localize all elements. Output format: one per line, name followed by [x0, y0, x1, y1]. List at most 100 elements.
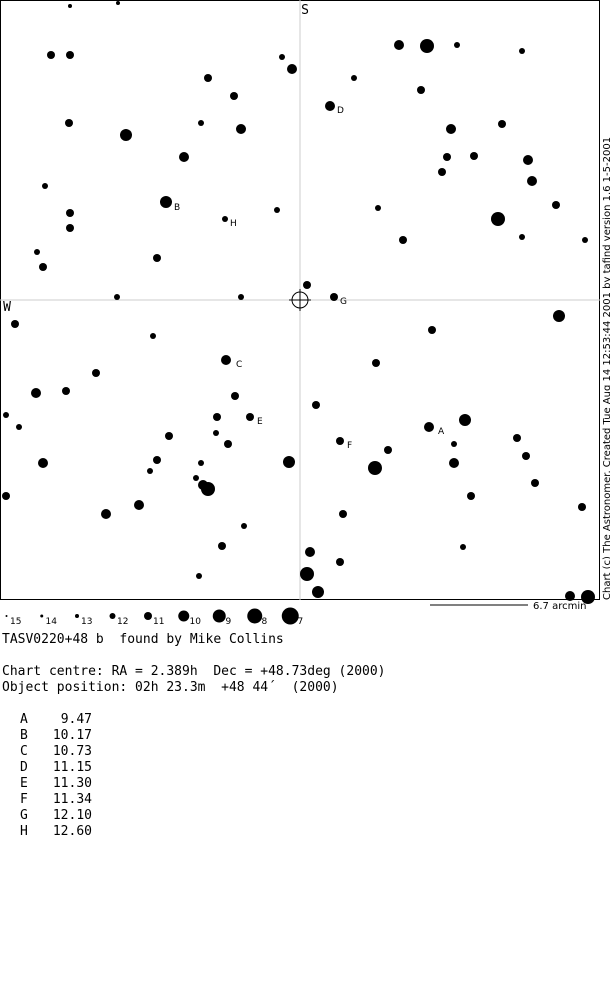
- star-label: E: [257, 417, 263, 427]
- star: [231, 392, 239, 400]
- credit-text: Chart (c) The Astronomer. Created Tue Au…: [602, 137, 610, 600]
- comp-magnitude: 11.34: [53, 792, 92, 807]
- star: [196, 573, 202, 579]
- comp-magnitude: 12.60: [53, 824, 92, 839]
- star: [224, 440, 232, 448]
- star: [153, 254, 161, 262]
- star: [417, 86, 425, 94]
- star: [498, 120, 506, 128]
- star: [147, 468, 153, 474]
- star: [553, 310, 565, 322]
- direction-label: S: [301, 3, 309, 18]
- star: [198, 120, 204, 126]
- star: [312, 586, 324, 598]
- star: [581, 590, 595, 604]
- star: [375, 205, 381, 211]
- star: [62, 387, 70, 395]
- star-label: H: [230, 219, 237, 229]
- legend-dot: [40, 614, 44, 618]
- star: [222, 216, 228, 222]
- star: [424, 422, 434, 432]
- star: [460, 544, 466, 550]
- star: [303, 281, 311, 289]
- comparison-table: A 9.47 B 10.17 C 10.73 D 11.15 E 11.30 F 11.34 G 12.1…: [20, 712, 92, 839]
- star: [16, 424, 22, 430]
- comp-magnitude: 10.17: [53, 728, 92, 743]
- star: [330, 293, 338, 301]
- star: [101, 509, 111, 519]
- star: [279, 54, 285, 60]
- star: [451, 441, 457, 447]
- star: [39, 263, 47, 271]
- legend-label: 7: [298, 617, 304, 627]
- star: [66, 209, 74, 217]
- star: [339, 510, 347, 518]
- chart-title: TASV0220+48 b found by Mike Collins: [2, 632, 284, 647]
- star: [160, 196, 172, 208]
- star: [2, 492, 10, 500]
- centre-line: Chart centre: RA = 2.389h Dec = +48.73de…: [2, 664, 386, 679]
- star: [336, 437, 344, 445]
- star: [3, 412, 9, 418]
- star: [336, 558, 344, 566]
- star: [582, 237, 588, 243]
- magnitude-legend: 15 14 13 12 11 10 9 8 7: [5, 607, 304, 627]
- star: [68, 4, 72, 8]
- star: [283, 456, 295, 468]
- position-line: Object position: 02h 23.3m +48 44´ (2000…: [2, 680, 339, 695]
- star: [491, 212, 505, 226]
- star-label: G: [340, 297, 347, 307]
- star: [213, 413, 221, 421]
- comp-letter: E: [20, 776, 28, 791]
- comp-magnitude: 10.73: [53, 744, 92, 759]
- comp-letter: A: [20, 712, 28, 727]
- comp-letter: C: [20, 744, 28, 759]
- star: [241, 523, 247, 529]
- legend-label: 13: [81, 617, 92, 627]
- star: [66, 51, 74, 59]
- comp-letter: F: [20, 792, 28, 807]
- star: [446, 124, 456, 134]
- legend-dot: [75, 614, 79, 618]
- legend-label: 9: [226, 617, 232, 627]
- comp-magnitude: 11.15: [53, 760, 92, 775]
- comp-magnitude: 11.30: [53, 776, 92, 791]
- star: [66, 224, 74, 232]
- star: [519, 48, 525, 54]
- star: [153, 456, 161, 464]
- star: [193, 475, 199, 481]
- star: [449, 458, 459, 468]
- star: [47, 51, 55, 59]
- star: [527, 176, 537, 186]
- legend-dot: [178, 610, 190, 622]
- star-label: F: [347, 441, 352, 451]
- star: [470, 152, 478, 160]
- star-label: C: [236, 360, 242, 370]
- star-label: D: [337, 106, 344, 116]
- star: [201, 482, 215, 496]
- star: [236, 124, 246, 134]
- star: [523, 155, 533, 165]
- star: [38, 458, 48, 468]
- star-label: B: [174, 203, 180, 213]
- star: [531, 479, 539, 487]
- star: [116, 1, 120, 5]
- scale-label: 6.7 arcmin: [533, 601, 586, 612]
- star: [92, 369, 100, 377]
- star: [394, 40, 404, 50]
- comp-magnitude: 12.10: [53, 808, 92, 823]
- comp-magnitude: 9.47: [61, 712, 92, 727]
- star: [65, 119, 73, 127]
- star: [204, 74, 212, 82]
- star: [150, 333, 156, 339]
- star: [305, 547, 315, 557]
- legend-dot: [144, 612, 152, 620]
- star: [368, 461, 382, 475]
- star: [238, 294, 244, 300]
- legend-dot: [5, 615, 8, 617]
- star: [325, 101, 335, 111]
- star: [179, 152, 189, 162]
- star-label: A: [438, 427, 445, 437]
- legend-label: 15: [10, 617, 21, 627]
- star: [372, 359, 380, 367]
